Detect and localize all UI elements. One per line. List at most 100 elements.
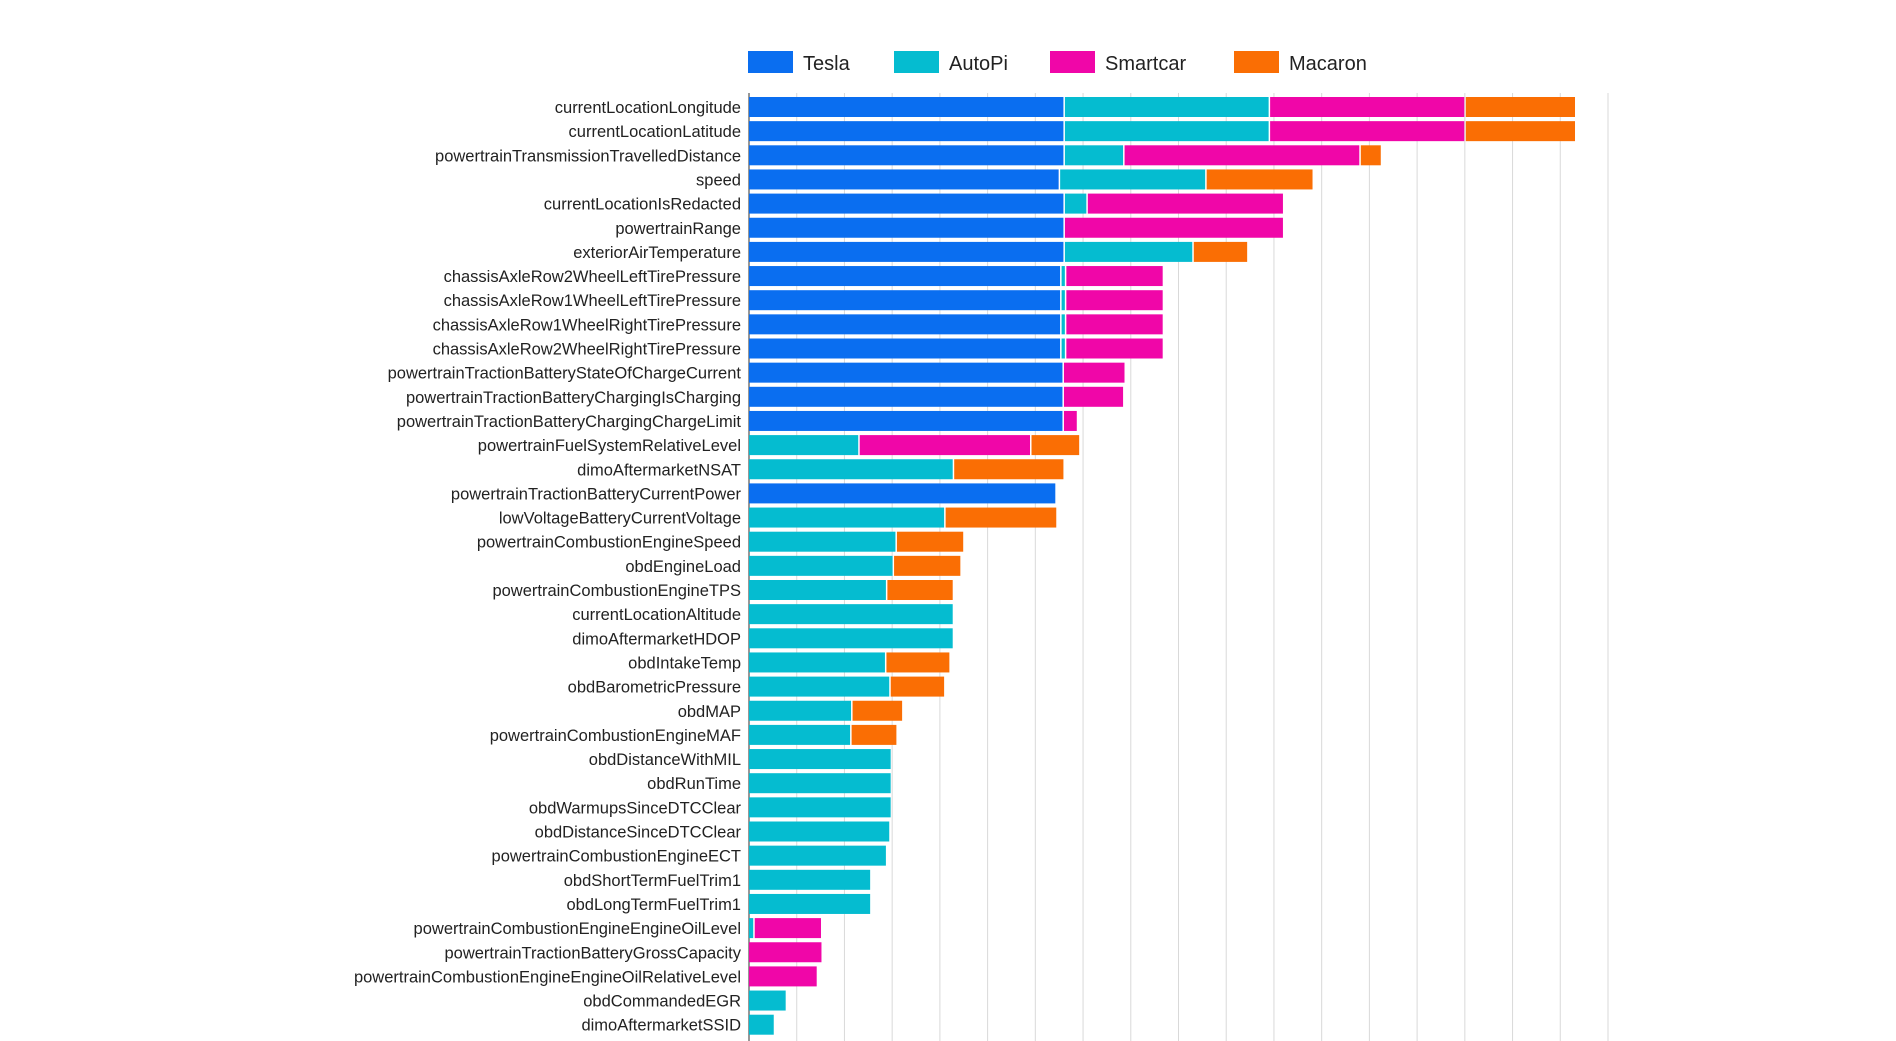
category-label: powertrainRange bbox=[615, 220, 741, 238]
legend-label-macaron: Macaron bbox=[1289, 53, 1367, 75]
category-label: obdWarmupsSinceDTCClear bbox=[529, 799, 742, 817]
category-label: dimoAftermarketSSID bbox=[581, 1017, 741, 1035]
bar-tesla-powertrainTractionBatteryChargingIsCharging bbox=[749, 386, 1063, 407]
bar-autopi-obdShortTermFuelTrim1 bbox=[749, 869, 871, 890]
bar-autopi-speed bbox=[1060, 169, 1206, 190]
category-label: chassisAxleRow1WheelRightTirePressure bbox=[433, 316, 741, 334]
bar-macaron-powertrainFuelSystemRelativeLevel bbox=[1031, 435, 1080, 456]
bar-macaron-currentLocationLatitude bbox=[1465, 121, 1576, 142]
bar-macaron-powertrainCombustionEngineMAF bbox=[851, 724, 897, 745]
bar-smartcar-powertrainTractionBatteryGrossCapacity bbox=[749, 942, 822, 963]
bar-macaron-powertrainCombustionEngineSpeed bbox=[896, 531, 964, 552]
category-label: powertrainCombustionEngineMAF bbox=[490, 727, 741, 745]
bar-smartcar-powertrainCombustionEngineEngineOilRelativeLevel bbox=[749, 966, 817, 987]
category-label: currentLocationIsRedacted bbox=[544, 196, 741, 214]
bar-autopi-lowVoltageBatteryCurrentVoltage bbox=[749, 507, 945, 528]
bar-autopi-obdDistanceWithMIL bbox=[749, 749, 891, 770]
bar-macaron-currentLocationLongitude bbox=[1465, 97, 1576, 117]
category-label: obdEngineLoad bbox=[625, 558, 741, 576]
bar-autopi-currentLocationLongitude bbox=[1064, 97, 1269, 117]
bar-smartcar-chassisAxleRow2WheelRightTirePressure bbox=[1066, 338, 1163, 359]
category-label: obdDistanceWithMIL bbox=[589, 751, 741, 769]
category-label: currentLocationAltitude bbox=[572, 606, 741, 624]
bar-smartcar-powertrainTractionBatteryStateOfChargeCurrent bbox=[1063, 362, 1125, 383]
bar-tesla-currentLocationLatitude bbox=[749, 121, 1064, 142]
bar-tesla-chassisAxleRow1WheelRightTirePressure bbox=[749, 314, 1061, 335]
bar-autopi-powertrainCombustionEngineECT bbox=[749, 845, 886, 866]
category-label: obdRunTime bbox=[647, 775, 741, 793]
bar-tesla-powertrainTractionBatteryCurrentPower bbox=[749, 483, 1056, 504]
category-label: obdShortTermFuelTrim1 bbox=[564, 872, 741, 890]
bar-macaron-speed bbox=[1206, 169, 1313, 190]
bar-macaron-obdBarometricPressure bbox=[890, 676, 945, 697]
category-label: powertrainTractionBatteryChargingIsCharg… bbox=[406, 389, 741, 407]
bar-tesla-currentLocationLongitude bbox=[749, 97, 1064, 117]
bar-tesla-powertrainTractionBatteryChargingChargeLimit bbox=[749, 410, 1063, 431]
bar-tesla-powertrainRange bbox=[749, 217, 1064, 238]
bar-macaron-obdIntakeTemp bbox=[886, 652, 950, 673]
bar-smartcar-powertrainFuelSystemRelativeLevel bbox=[859, 435, 1031, 456]
category-label: chassisAxleRow1WheelLeftTirePressure bbox=[444, 292, 741, 310]
legend-label-autopi: AutoPi bbox=[949, 53, 1008, 75]
bar-autopi-obdLongTermFuelTrim1 bbox=[749, 893, 871, 914]
bar-autopi-currentLocationIsRedacted bbox=[1064, 193, 1087, 214]
category-label: powertrainCombustionEngineECT bbox=[492, 848, 741, 866]
bar-tesla-currentLocationIsRedacted bbox=[749, 193, 1064, 214]
category-label: obdDistanceSinceDTCClear bbox=[535, 824, 742, 842]
bar-tesla-powertrainTransmissionTravelledDistance bbox=[749, 145, 1064, 166]
category-label: powertrainTransmissionTravelledDistance bbox=[435, 147, 741, 165]
bar-tesla-speed bbox=[749, 169, 1059, 190]
bar-autopi-powertrainCombustionEngineSpeed bbox=[749, 531, 896, 552]
legend-swatch-smartcar bbox=[1050, 51, 1095, 73]
bar-macaron-powertrainCombustionEngineTPS bbox=[887, 580, 953, 600]
category-label: powertrainFuelSystemRelativeLevel bbox=[478, 437, 741, 455]
legend-swatch-macaron bbox=[1234, 51, 1279, 73]
bar-autopi-currentLocationAltitude bbox=[749, 604, 953, 625]
category-label: obdLongTermFuelTrim1 bbox=[566, 896, 741, 914]
category-label: obdIntakeTemp bbox=[628, 654, 741, 672]
category-label: speed bbox=[696, 171, 741, 189]
bar-autopi-chassisAxleRow2WheelRightTirePressure bbox=[1061, 338, 1065, 359]
bar-tesla-chassisAxleRow2WheelLeftTirePressure bbox=[749, 266, 1061, 287]
legend-label-smartcar: Smartcar bbox=[1105, 53, 1186, 75]
bar-autopi-obdBarometricPressure bbox=[749, 676, 890, 697]
category-label: dimoAftermarketHDOP bbox=[572, 630, 741, 648]
legend-swatch-autopi bbox=[894, 51, 939, 73]
category-label: currentLocationLongitude bbox=[555, 99, 741, 117]
bar-macaron-lowVoltageBatteryCurrentVoltage bbox=[945, 507, 1057, 528]
bar-autopi-powertrainFuelSystemRelativeLevel bbox=[749, 435, 859, 456]
legend-label-tesla: Tesla bbox=[803, 53, 851, 75]
bar-smartcar-chassisAxleRow1WheelLeftTirePressure bbox=[1066, 290, 1163, 311]
bar-macaron-dimoAftermarketNSAT bbox=[954, 459, 1064, 480]
bar-tesla-powertrainTractionBatteryStateOfChargeCurrent bbox=[749, 362, 1063, 383]
bar-tesla-chassisAxleRow1WheelLeftTirePressure bbox=[749, 290, 1061, 311]
category-label: lowVoltageBatteryCurrentVoltage bbox=[499, 510, 741, 528]
bar-smartcar-powertrainCombustionEngineEngineOilLevel bbox=[754, 918, 821, 939]
category-label: powertrainTractionBatteryStateOfChargeCu… bbox=[388, 365, 742, 383]
bar-macaron-obdEngineLoad bbox=[894, 555, 961, 576]
category-label: currentLocationLatitude bbox=[569, 123, 741, 141]
category-label: dimoAftermarketNSAT bbox=[577, 461, 741, 479]
bar-autopi-chassisAxleRow1WheelLeftTirePressure bbox=[1061, 290, 1065, 311]
category-label: powertrainTractionBatteryChargingChargeL… bbox=[397, 413, 742, 431]
category-label: powertrainCombustionEngineEngineOilRelat… bbox=[354, 968, 741, 986]
bar-macaron-exteriorAirTemperature bbox=[1193, 241, 1248, 262]
bar-smartcar-chassisAxleRow1WheelRightTirePressure bbox=[1066, 314, 1163, 335]
bar-smartcar-powertrainTractionBatteryChargingIsCharging bbox=[1063, 386, 1124, 407]
legend: Tesla AutoPi Smartcar Macaron bbox=[748, 51, 1367, 75]
bar-macaron-obdMAP bbox=[852, 700, 903, 721]
bar-autopi-obdMAP bbox=[749, 700, 852, 721]
category-label: obdBarometricPressure bbox=[568, 679, 741, 697]
bar-smartcar-chassisAxleRow2WheelLeftTirePressure bbox=[1066, 266, 1163, 287]
bar-autopi-obdCommandedEGR bbox=[749, 990, 786, 1011]
bar-autopi-chassisAxleRow2WheelLeftTirePressure bbox=[1061, 266, 1065, 287]
bar-smartcar-currentLocationLongitude bbox=[1270, 97, 1465, 117]
category-label: obdMAP bbox=[678, 703, 741, 721]
bar-autopi-powertrainCombustionEngineEngineOilLevel bbox=[749, 918, 754, 939]
bar-smartcar-powertrainTractionBatteryChargingChargeLimit bbox=[1063, 410, 1077, 431]
category-label: chassisAxleRow2WheelRightTirePressure bbox=[433, 341, 741, 359]
category-label: powertrainCombustionEngineTPS bbox=[492, 582, 741, 600]
bar-smartcar-powertrainRange bbox=[1064, 217, 1283, 238]
bar-autopi-dimoAftermarketNSAT bbox=[749, 459, 953, 480]
